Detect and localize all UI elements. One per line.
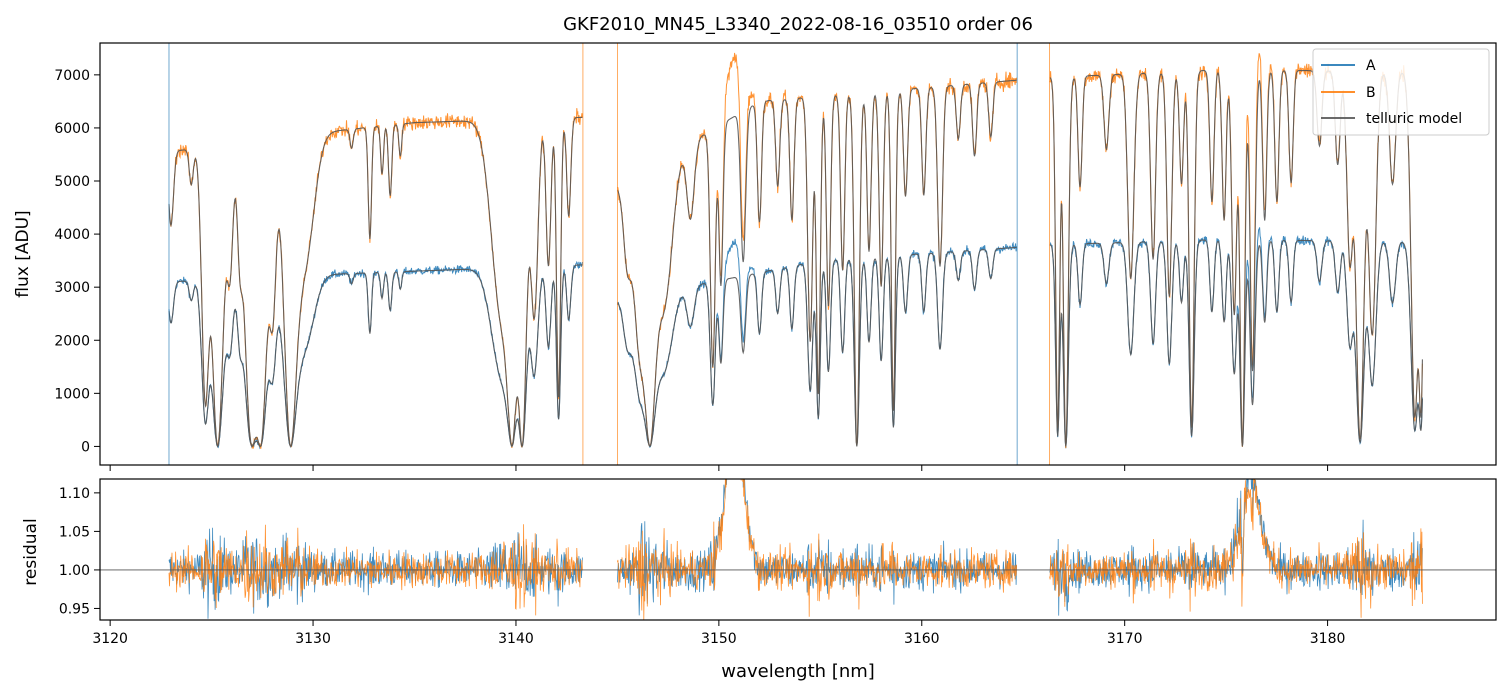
x-tick-label: 3160 — [904, 631, 940, 647]
flux-panel: 0 1000 2000 3000 4000 5000 6000 7000 flux [ADU] — [13, 42, 1497, 471]
residual-y-tick-label: 1.05 — [59, 524, 90, 540]
flux-y-tick-label: 5000 — [54, 174, 90, 190]
residual-panel: 0.95 1.00 1.05 1.10 3120 3130 3140 3150 3160 317… — [21, 478, 1497, 647]
flux-y-tick-label: 2000 — [54, 333, 90, 349]
flux-axes-frame — [99, 42, 1497, 466]
residual-y-tick-label: 1.00 — [59, 563, 90, 579]
x-axis-label: wavelength [nm] — [721, 661, 875, 682]
residual-axes-frame — [99, 478, 1497, 621]
residual-series-a — [168, 479, 1423, 619]
flux-x-ticks — [109, 465, 1329, 471]
residual-series-b — [168, 479, 1423, 620]
legend-label-b: B — [1366, 85, 1376, 101]
flux-y-tick-label: 0 — [81, 439, 90, 455]
series-line-telluric-model — [168, 69, 1423, 449]
x-tick-label: 3150 — [701, 631, 737, 647]
x-tick-label: 3130 — [295, 631, 331, 647]
legend: A B telluric model — [1312, 48, 1490, 136]
x-tick-label: 3140 — [498, 631, 534, 647]
x-tick-label: 3120 — [92, 631, 128, 647]
series-line-a — [168, 227, 1423, 450]
flux-y-tick-label: 4000 — [54, 227, 90, 243]
residual-y-axis-label: residual — [21, 518, 41, 585]
legend-box — [1312, 48, 1490, 136]
flux-y-tick-label: 3000 — [54, 280, 90, 296]
flux-plot-area — [168, 43, 1423, 465]
flux-y-ticks: 0 1000 2000 3000 4000 5000 6000 7000 — [54, 68, 100, 455]
residual-y-ticks: 0.95 1.00 1.05 1.10 — [59, 486, 100, 617]
flux-y-tick-label: 6000 — [54, 121, 90, 137]
flux-y-tick-label: 1000 — [54, 386, 90, 402]
residual-y-tick-label: 1.10 — [59, 486, 90, 502]
legend-label-a: A — [1366, 58, 1376, 74]
x-tick-label: 3180 — [1310, 631, 1346, 647]
chart-title: GKF2010_MN45_L3340_2022-08-16_03510 orde… — [563, 14, 1033, 35]
flux-y-axis-label: flux [ADU] — [13, 210, 33, 297]
x-tick-label: 3170 — [1107, 631, 1143, 647]
residual-y-tick-label: 0.95 — [59, 601, 90, 617]
residual-plot-area — [100, 479, 1496, 620]
flux-y-tick-label: 7000 — [54, 68, 90, 84]
residual-x-ticks: 3120 3130 3140 3150 3160 3170 3180 — [92, 620, 1345, 647]
legend-label-telluric-model: telluric model — [1366, 111, 1462, 127]
